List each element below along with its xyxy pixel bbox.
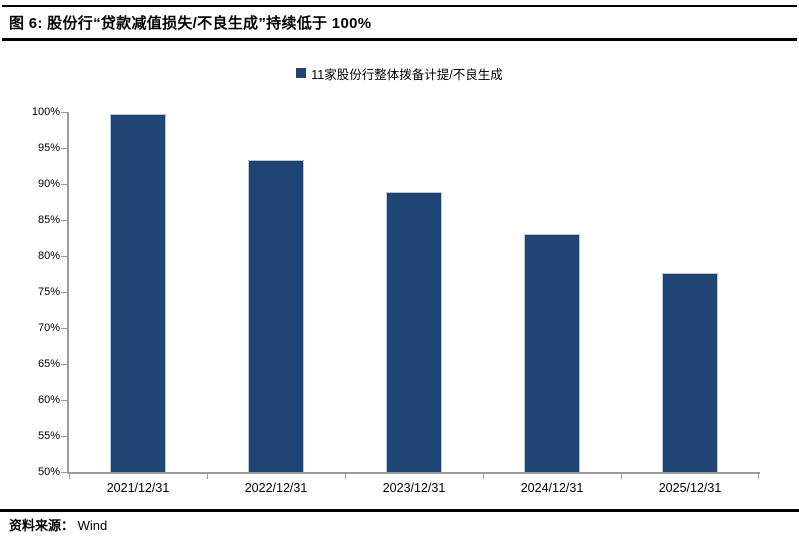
y-axis-tick (61, 256, 67, 257)
y-axis-label: 65% (37, 358, 60, 370)
x-axis-label: 2024/12/31 (520, 481, 584, 495)
y-axis-tick (61, 400, 67, 401)
y-axis-line (67, 112, 69, 474)
y-axis-tick (61, 364, 67, 365)
bar (110, 114, 166, 472)
chart-legend: 11家股份行整体拨备计提/不良生成 (0, 65, 799, 82)
x-axis-tick (207, 472, 208, 479)
x-axis-line (67, 472, 760, 474)
source-value: Wind (77, 518, 108, 533)
y-axis-label: 50% (37, 466, 60, 478)
y-axis-label: 85% (37, 214, 60, 226)
x-axis-label: 2023/12/31 (382, 481, 446, 495)
y-axis-label: 55% (37, 430, 60, 442)
x-axis-tick (621, 472, 622, 479)
y-axis-tick (61, 292, 67, 293)
y-axis-tick (61, 112, 67, 113)
y-axis-tick (61, 328, 67, 329)
y-axis-label: 60% (37, 394, 60, 406)
source-line: 资料来源： Wind (9, 515, 107, 534)
y-axis-tick (61, 220, 67, 221)
y-axis-tick (61, 436, 67, 437)
x-axis-label: 2025/12/31 (658, 481, 722, 495)
y-axis-tick (61, 184, 67, 185)
top-rule (2, 5, 797, 7)
bar (248, 160, 304, 472)
legend-marker-icon (296, 68, 307, 78)
figure-title: 图 6: 股份行“贷款减值损失/不良生成”持续低于 100% (9, 15, 372, 32)
y-axis-label: 95% (37, 142, 60, 154)
x-axis-tick (69, 472, 70, 479)
legend-label: 11家股份行整体拨备计提/不良生成 (311, 67, 503, 82)
header-rule (2, 38, 797, 41)
x-axis-tick (345, 472, 346, 479)
y-axis-label: 90% (37, 178, 60, 190)
x-axis-tick (483, 472, 484, 479)
y-axis-label: 100% (31, 106, 60, 118)
footer-rule (0, 509, 799, 512)
y-axis-tick (61, 148, 67, 149)
x-axis-label: 2022/12/31 (244, 481, 308, 495)
bar (662, 272, 718, 472)
bar (386, 191, 442, 472)
y-axis-label: 70% (37, 322, 60, 334)
y-axis-label: 75% (37, 286, 60, 298)
y-axis-label: 80% (37, 250, 60, 262)
y-axis-tick (61, 472, 67, 473)
source-label: 资料来源： (9, 518, 75, 533)
x-axis-label: 2021/12/31 (106, 481, 170, 495)
bar (524, 233, 580, 472)
x-axis-tick (758, 472, 759, 479)
